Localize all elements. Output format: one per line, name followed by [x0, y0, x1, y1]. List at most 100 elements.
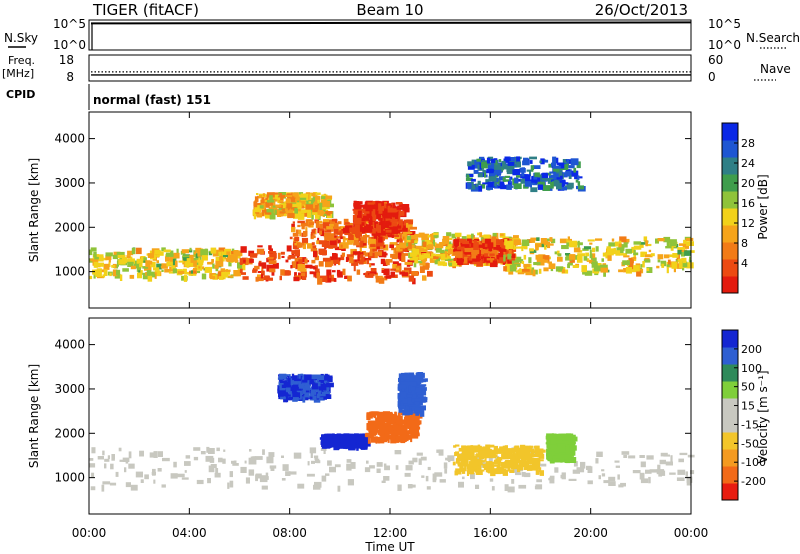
range-cell: [498, 257, 506, 263]
range-cell: [512, 457, 520, 464]
range-cell: [278, 200, 284, 203]
range-cell: [477, 180, 481, 185]
range-cell: [288, 471, 297, 475]
range-cell: [323, 219, 329, 223]
range-cell: [640, 478, 649, 484]
range-cell: [414, 416, 420, 423]
range-cell: [690, 470, 695, 475]
range-cell: [434, 472, 443, 477]
range-cell: [404, 405, 410, 412]
range-cell: [556, 182, 562, 190]
range-cell: [562, 446, 566, 452]
range-cell: [414, 233, 421, 238]
range-cell: [241, 272, 246, 275]
range-cell: [325, 473, 330, 476]
range-cell: [322, 257, 331, 262]
range-cell: [340, 244, 343, 248]
range-cell: [328, 275, 333, 278]
range-cell: [682, 261, 688, 268]
range-cell: [568, 478, 577, 481]
range-cell: [489, 260, 498, 268]
range-cell: [448, 241, 452, 246]
range-cell: [540, 181, 546, 186]
range-cell: [368, 414, 376, 418]
colorbar-swatch: [722, 225, 738, 243]
range-cell: [526, 445, 533, 451]
range-cell: [328, 219, 336, 224]
range-cell: [420, 378, 428, 382]
range-cell: [452, 461, 456, 466]
range-cell: [130, 265, 136, 270]
range-cell: [326, 382, 334, 388]
colorbar-swatch: [722, 381, 738, 399]
range-cell: [335, 219, 338, 223]
range-cell: [533, 269, 538, 275]
range-cell: [294, 243, 299, 246]
range-cell: [573, 167, 577, 173]
range-cell: [384, 465, 390, 471]
range-cell: [487, 164, 495, 170]
range-cell: [470, 260, 476, 265]
range-cell: [685, 237, 694, 241]
range-cell: [381, 480, 386, 483]
nsky-panel: N.Sky 10^5 10^0 10^5 10^0 N.Search: [4, 17, 800, 52]
range-cell: [464, 256, 468, 264]
range-cell: [156, 260, 159, 264]
range-cell: [154, 272, 157, 279]
range-cell: [143, 257, 147, 263]
range-cell: [424, 240, 431, 245]
range-cell: [504, 449, 509, 453]
range-cell: [311, 259, 316, 264]
range-cell: [394, 412, 397, 417]
range-cell: [172, 268, 177, 274]
range-cell: [362, 443, 368, 449]
range-cell: [568, 165, 575, 169]
range-cell: [433, 256, 439, 260]
range-cell: [521, 171, 525, 177]
range-cell: [182, 255, 190, 259]
range-cell: [244, 460, 247, 464]
range-cell: [504, 175, 510, 178]
range-cell: [414, 433, 420, 437]
range-cell: [644, 254, 653, 258]
range-cell: [435, 246, 438, 250]
range-cell: [130, 256, 133, 260]
range-cell: [217, 250, 224, 254]
range-cell: [114, 273, 121, 279]
range-cell: [487, 181, 494, 188]
range-cell: [504, 239, 508, 246]
range-cell: [403, 403, 407, 407]
range-cell: [484, 174, 488, 178]
range-cell: [619, 253, 628, 256]
range-cell: [294, 236, 300, 242]
range-cell: [373, 233, 378, 240]
range-cell: [133, 263, 142, 269]
range-cell: [129, 274, 135, 279]
range-cell: [324, 229, 332, 233]
range-cell: [395, 265, 399, 268]
range-cell: [173, 252, 180, 259]
heat-region: [452, 238, 517, 268]
range-cell: [549, 237, 553, 242]
range-cell: [574, 176, 579, 180]
range-cell: [543, 267, 549, 272]
range-cell: [689, 250, 695, 253]
range-cell: [664, 254, 670, 259]
range-cell: [448, 262, 453, 266]
range-cell: [548, 263, 556, 269]
range-cell: [303, 230, 308, 237]
range-cell: [291, 226, 296, 233]
range-cell: [540, 173, 549, 179]
range-cell: [300, 209, 307, 213]
y-tick-label: 4000: [54, 338, 85, 352]
range-cell: [280, 380, 288, 383]
range-cell: [252, 269, 257, 273]
range-cell: [323, 450, 326, 454]
range-cell: [385, 426, 394, 431]
range-cell: [404, 373, 410, 380]
range-cell: [300, 272, 306, 277]
range-cell: [500, 183, 505, 189]
range-cell: [255, 276, 259, 282]
power-colorbar-label: Power [dB]: [756, 174, 770, 239]
